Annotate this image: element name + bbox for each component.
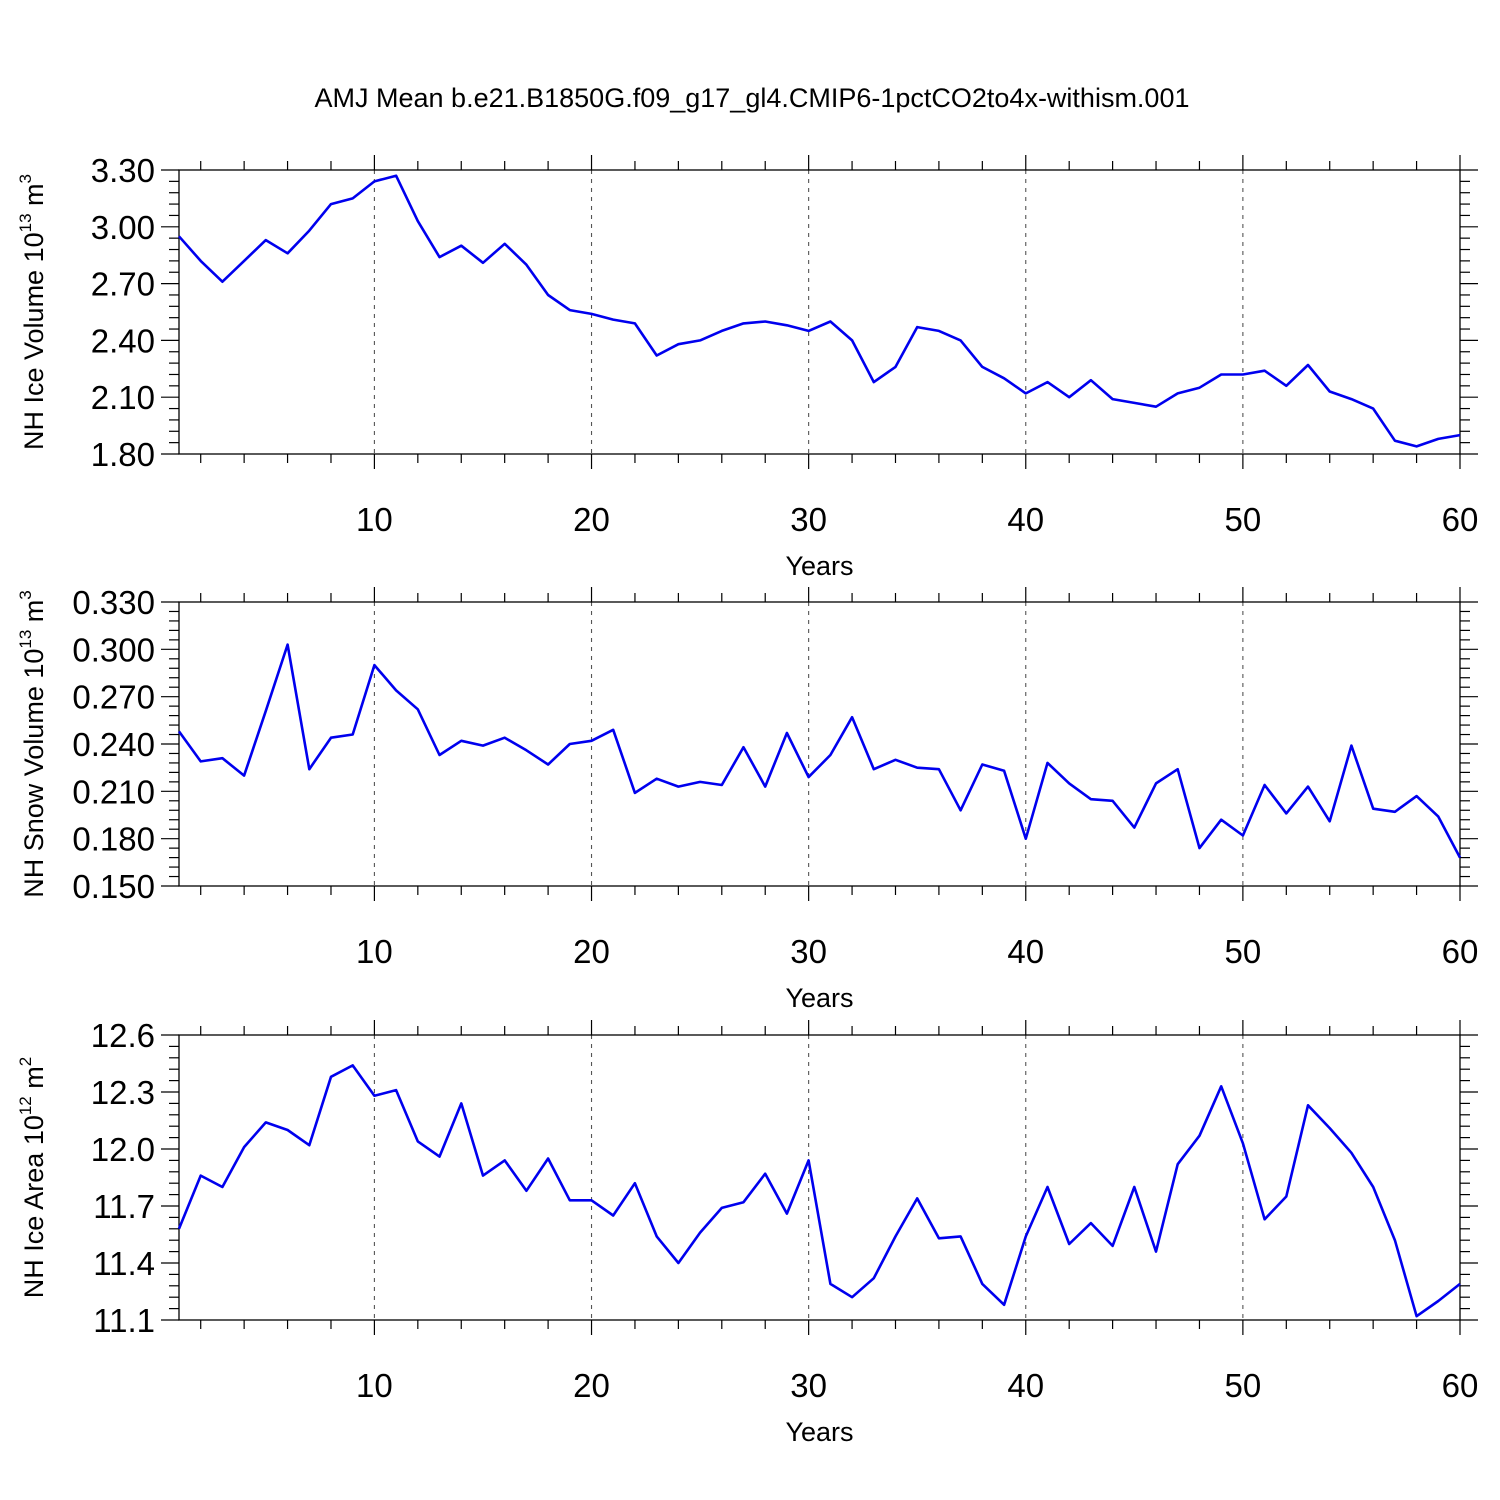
x-axis-label: Years bbox=[785, 983, 853, 1013]
y-tick-label: 2.40 bbox=[91, 322, 155, 359]
y-tick-label: 0.150 bbox=[72, 868, 155, 905]
x-axis-label: Years bbox=[785, 1417, 853, 1447]
x-tick-label: 40 bbox=[1007, 501, 1044, 538]
y-tick-label: 3.00 bbox=[91, 209, 155, 246]
y-axis-label-exponent: 3 bbox=[16, 174, 35, 183]
panels: 10 20 30 40 50 60 1.80 2.10 2.40 2.70 3.00 3.30 Year… bbox=[16, 152, 1478, 1447]
x-tick-label: 10 bbox=[356, 933, 393, 970]
figure-title: AMJ Mean b.e21.B1850G.f09_g17_gl4.CMIP6-… bbox=[315, 83, 1190, 113]
x-tick-label: 10 bbox=[356, 501, 393, 538]
x-tick-label: 40 bbox=[1007, 933, 1044, 970]
x-tick-label: 50 bbox=[1225, 933, 1262, 970]
x-tick-label: 10 bbox=[356, 1367, 393, 1404]
chart-panel-2: 10 20 30 40 50 60 0.150 0.180 0.210 0.240 0.270 0.3… bbox=[16, 584, 1478, 1013]
y-axis-label-text: m bbox=[19, 600, 49, 630]
y-axis-label-exponent: 13 bbox=[16, 213, 35, 232]
x-tick-label: 50 bbox=[1225, 501, 1262, 538]
y-tick-label: 12.3 bbox=[91, 1074, 155, 1111]
y-axis-label: NH Ice Volume 1013 m3 bbox=[16, 174, 49, 450]
y-axis-label-exponent: 13 bbox=[16, 630, 35, 649]
y-tick-label: 3.30 bbox=[91, 152, 155, 189]
plot-frame bbox=[178, 601, 1461, 887]
x-tick-label: 60 bbox=[1442, 1367, 1479, 1404]
y-tick-label: 0.330 bbox=[72, 584, 155, 621]
x-tick-label: 60 bbox=[1442, 933, 1479, 970]
y-axis-label: NH Snow Volume 1013 m3 bbox=[16, 590, 49, 898]
x-tick-label: 40 bbox=[1007, 1367, 1044, 1404]
y-tick-label: 2.10 bbox=[91, 379, 155, 416]
y-tick-label: 0.240 bbox=[72, 726, 155, 763]
x-tick-label: 30 bbox=[790, 1367, 827, 1404]
y-axis-label-text: NH Ice Volume 10 bbox=[19, 232, 49, 450]
x-tick-label: 50 bbox=[1225, 1367, 1262, 1404]
y-tick-label: 0.270 bbox=[72, 679, 155, 716]
y-axis-label-text: m bbox=[19, 1066, 49, 1096]
y-axis-label-text: m bbox=[19, 183, 49, 213]
series-line bbox=[177, 1064, 1461, 1318]
x-tick-label: 20 bbox=[573, 1367, 610, 1404]
chart-panel-3: 10 20 30 40 50 60 11.1 11.4 11.7 12.0 12.3 12.6 Year… bbox=[16, 1017, 1478, 1447]
y-tick-label: 0.300 bbox=[72, 631, 155, 668]
x-tick-label: 20 bbox=[573, 501, 610, 538]
x-tick-label: 30 bbox=[790, 933, 827, 970]
y-tick-label: 0.180 bbox=[72, 821, 155, 858]
y-axis-label-exponent: 2 bbox=[16, 1057, 35, 1066]
y-tick-label: 11.4 bbox=[93, 1245, 155, 1282]
series-line bbox=[177, 643, 1462, 859]
plot-frame bbox=[178, 169, 1461, 455]
y-tick-label: 11.1 bbox=[93, 1302, 155, 1339]
y-tick-label: 11.7 bbox=[93, 1188, 155, 1225]
series-line bbox=[178, 174, 1461, 448]
plot-frame bbox=[178, 1034, 1461, 1321]
y-axis-label-text: NH Snow Volume 10 bbox=[19, 649, 49, 898]
y-tick-label: 12.6 bbox=[91, 1017, 155, 1054]
y-tick-label: 2.70 bbox=[91, 266, 155, 303]
y-tick-label: 1.80 bbox=[91, 436, 155, 473]
y-axis-label-exponent: 3 bbox=[16, 590, 35, 599]
x-tick-label: 60 bbox=[1442, 501, 1479, 538]
y-tick-label: 0.210 bbox=[72, 773, 155, 810]
chart-panel-1: 10 20 30 40 50 60 1.80 2.10 2.40 2.70 3.00 3.30 Year… bbox=[16, 152, 1478, 581]
y-axis-label: NH Ice Area 1012 m2 bbox=[16, 1057, 49, 1298]
y-tick-label: 12.0 bbox=[91, 1131, 155, 1168]
x-tick-label: 20 bbox=[573, 933, 610, 970]
y-axis-label-text: NH Ice Area 10 bbox=[19, 1115, 49, 1298]
x-tick-label: 30 bbox=[790, 501, 827, 538]
y-axis-label-exponent: 12 bbox=[16, 1096, 35, 1115]
x-axis-label: Years bbox=[785, 551, 853, 581]
